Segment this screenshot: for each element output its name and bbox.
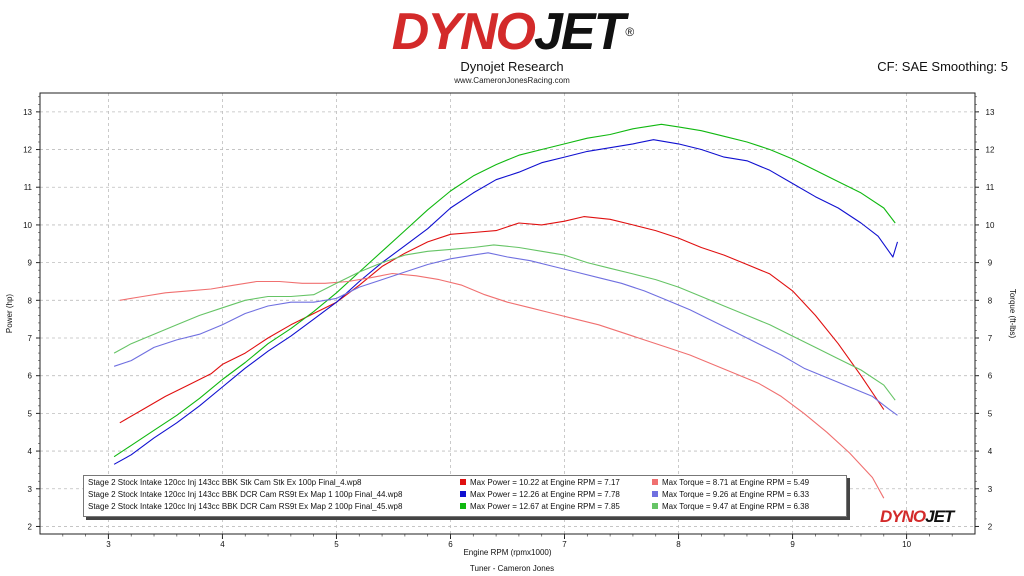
company-name: Dynojet Research — [460, 59, 564, 74]
series-line — [119, 216, 885, 424]
y-tick-label-left: 2 — [28, 522, 33, 531]
axes: 3 4 5 6 7 8 9 10 2 2 3 3 4 4 5 5 6 6 7 7 8 8 9 9 10 10 11 11 12 12 13 1… — [5, 92, 1017, 557]
legend-max-torque: Max Torque = 8.71 at Engine RPM = 5.49 — [652, 478, 809, 487]
series-line — [113, 123, 896, 458]
tuner-credit: Tuner - Cameron Jones — [469, 564, 555, 573]
y-tick-label-right: 5 — [988, 409, 993, 418]
legend-run-name: Stage 2 Stock Intake 120cc Inj 143cc BBK… — [88, 502, 403, 511]
y-tick-label-right: 10 — [986, 221, 995, 230]
legend-torque-text: Max Torque = 9.47 at Engine RPM = 6.38 — [662, 502, 810, 511]
logo-registered-mark: ® — [625, 25, 634, 39]
x-tick-label: 7 — [562, 540, 567, 549]
y-tick-label-right: 6 — [988, 372, 993, 381]
dynojet-mini-logo: DYNOJET — [880, 507, 954, 526]
series-group — [113, 123, 899, 499]
correction-factor: CF: SAE Smoothing: 5 — [877, 59, 1008, 74]
legend-power-text: Max Power = 12.67 at Engine RPM = 7.85 — [470, 502, 620, 511]
grid — [40, 93, 975, 534]
y-tick-label-right: 9 — [988, 259, 993, 268]
logo-text-jet: JET — [534, 3, 625, 61]
legend-max-torque: Max Torque = 9.26 at Engine RPM = 6.33 — [652, 490, 809, 499]
y-tick-label-left: 3 — [28, 485, 33, 494]
series-line — [119, 272, 885, 499]
x-axis-label: Engine RPM (rpmx1000) — [463, 548, 551, 557]
legend-max-power: Max Power = 12.26 at Engine RPM = 7.78 — [460, 490, 620, 499]
y-tick-label-left: 9 — [28, 259, 33, 268]
y-tick-label-left: 13 — [23, 108, 32, 117]
plot-area — [40, 93, 975, 534]
y-tick-label-left: 7 — [28, 334, 33, 343]
legend-run-name: Stage 2 Stock Intake 120cc Inj 143cc BBK… — [88, 490, 403, 499]
x-tick-label: 4 — [220, 540, 225, 549]
series-line — [113, 252, 898, 416]
x-tick-label: 9 — [790, 540, 795, 549]
y-tick-label-left: 5 — [28, 409, 33, 418]
x-tick-label: 8 — [676, 540, 681, 549]
legend-row: Stage 2 Stock Intake 120cc Inj 143cc BBK… — [88, 490, 844, 502]
legend-swatch-blue — [460, 491, 466, 497]
y-tick-label-left: 8 — [28, 296, 33, 305]
plot-frame — [39, 92, 976, 535]
y-tick-label-right: 2 — [988, 522, 993, 531]
x-tick-label: 5 — [334, 540, 339, 549]
y-tick-label-right: 3 — [988, 485, 993, 494]
website-url: www.CameronJonesRacing.com — [454, 76, 570, 85]
legend-max-power: Max Power = 12.67 at Engine RPM = 7.85 — [460, 502, 620, 511]
legend-swatch-light-blue — [652, 491, 658, 497]
legend-max-torque: Max Torque = 9.47 at Engine RPM = 6.38 — [652, 502, 809, 511]
y-tick-label-right: 4 — [988, 447, 993, 456]
y-tick-label-right: 7 — [988, 334, 993, 343]
y-tick-label-left: 10 — [23, 221, 32, 230]
x-tick-label: 3 — [106, 540, 111, 549]
series-line — [113, 139, 899, 465]
legend-swatch-green — [460, 503, 466, 509]
legend-row: Stage 2 Stock Intake 120cc Inj 143cc BBK… — [88, 502, 844, 514]
legend: Stage 2 Stock Intake 120cc Inj 143cc BBK… — [83, 475, 847, 517]
legend-max-power: Max Power = 10.22 at Engine RPM = 7.17 — [460, 478, 620, 487]
x-tick-label: 6 — [448, 540, 453, 549]
mini-logo-dyno: DYNO — [880, 507, 926, 526]
y-tick-label-left: 4 — [28, 447, 33, 456]
logo-text-dyno: DYNO — [391, 3, 536, 61]
legend-swatch-light-green — [652, 503, 658, 509]
legend-swatch-red — [460, 479, 466, 485]
y-tick-label-left: 11 — [24, 183, 33, 192]
y-tick-label-left: 6 — [28, 372, 33, 381]
y-axis-label-left: Power (hp) — [5, 294, 14, 333]
legend-row: Stage 2 Stock Intake 120cc Inj 143cc BBK… — [88, 478, 844, 490]
y-tick-label-right: 8 — [988, 296, 993, 305]
series-line — [113, 244, 896, 401]
y-tick-label-right: 13 — [986, 108, 995, 117]
mini-logo-jet: JET — [925, 507, 954, 526]
y-tick-label-right: 12 — [986, 146, 995, 155]
legend-torque-text: Max Torque = 9.26 at Engine RPM = 6.33 — [662, 490, 810, 499]
dynojet-logo: DYNOJET ® — [0, 4, 1024, 60]
legend-power-text: Max Power = 12.26 at Engine RPM = 7.78 — [470, 490, 620, 499]
legend-swatch-light-red — [652, 479, 658, 485]
legend-run-name: Stage 2 Stock Intake 120cc Inj 143cc BBK… — [88, 478, 362, 487]
legend-power-text: Max Power = 10.22 at Engine RPM = 7.17 — [470, 478, 620, 487]
legend-torque-text: Max Torque = 8.71 at Engine RPM = 5.49 — [662, 478, 810, 487]
y-axis-label-right: Torque (ft-lbs) — [1008, 289, 1017, 339]
y-tick-label-right: 11 — [986, 183, 995, 192]
y-tick-label-left: 12 — [23, 146, 32, 155]
x-tick-label: 10 — [902, 540, 911, 549]
